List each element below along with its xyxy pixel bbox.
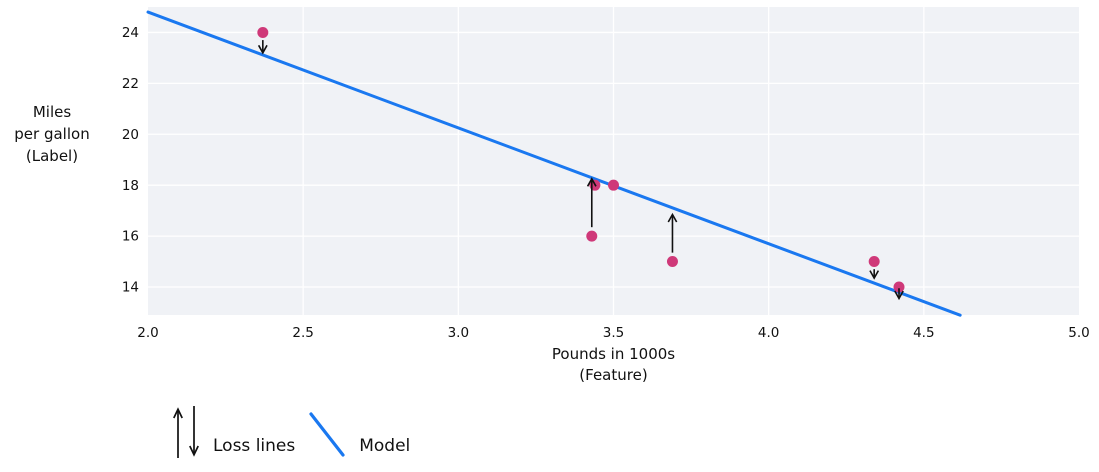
loss-arrow-head xyxy=(869,270,880,280)
y-axis-label: Miles per gallon (Label) xyxy=(14,103,90,165)
data-point xyxy=(893,281,905,293)
loss-arrow-head xyxy=(257,44,268,55)
plot-area: 2.0 2.5 3.0 3.5 4.0 4.5 5.0 14 16 18 20 22 24 xyxy=(122,7,1090,341)
x-tick-label: 4.5 xyxy=(913,325,934,341)
y-tick-label: 24 xyxy=(122,25,139,41)
legend-model-label: Model xyxy=(359,436,411,456)
y-tick-label: 14 xyxy=(122,280,139,296)
x-tick-label: 3.0 xyxy=(448,325,469,341)
y-tick-label: 22 xyxy=(122,76,139,92)
x-tick-label: 4.0 xyxy=(758,325,779,341)
data-point xyxy=(257,26,269,38)
x-tick-label: 5.0 xyxy=(1068,325,1089,341)
legend-loss-lines-label: Loss lines xyxy=(213,436,296,456)
model-line xyxy=(146,10,962,317)
loss-arrow-head xyxy=(586,177,597,187)
x-tick-label: 2.0 xyxy=(137,325,158,341)
x-tick-label: 2.5 xyxy=(292,325,313,341)
loss-lines-icon xyxy=(173,406,199,458)
y-tick-label: 18 xyxy=(122,178,139,194)
x-tick-label: 3.5 xyxy=(603,325,624,341)
model-line-icon xyxy=(309,412,345,457)
legend: Loss lines Model xyxy=(170,402,410,460)
x-axis-label: Pounds in 1000s (Feature) xyxy=(551,345,676,384)
loss-arrow-head xyxy=(894,290,904,301)
data-point xyxy=(666,256,678,268)
data-point xyxy=(586,230,598,242)
y-tick-label: 20 xyxy=(122,127,139,143)
data-point xyxy=(608,179,619,191)
loss-arrow-head xyxy=(667,212,678,223)
data-point xyxy=(868,256,880,268)
y-tick-label: 16 xyxy=(122,229,139,245)
